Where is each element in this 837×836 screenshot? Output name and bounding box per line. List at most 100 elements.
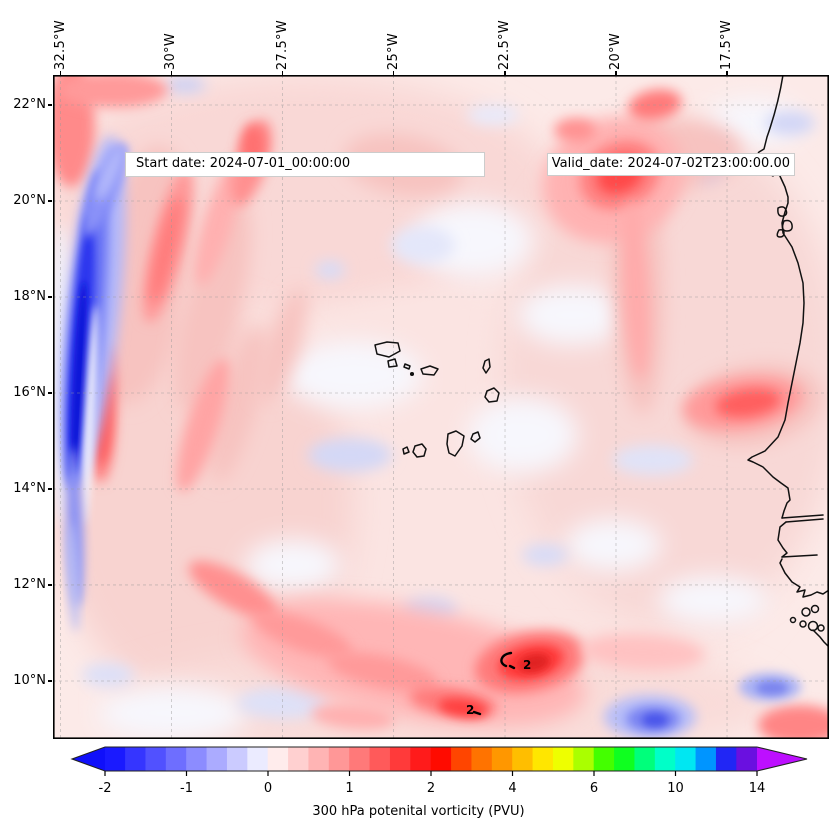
field-blob: [311, 704, 395, 730]
coastline-segment: [747, 75, 805, 519]
cape-verde-island: [387, 358, 398, 368]
colorbar-segment: [675, 747, 697, 771]
lon-tick-mark: [615, 71, 617, 75]
colorbar-tick-label: 1: [345, 781, 353, 796]
field-blob: [622, 200, 650, 380]
colorbar-tick-label: -1: [180, 781, 193, 796]
lat-tick-mark: [48, 392, 52, 394]
colorbar-tick-label: 4: [508, 781, 516, 796]
colorbar-tick-label: 14: [749, 781, 766, 796]
coastline-segment: [781, 514, 824, 523]
coastline-segment: [777, 521, 788, 558]
lat-tick-mark: [48, 584, 52, 586]
lat-tick-mark: [48, 200, 52, 202]
lat-tick-label: 14°N: [13, 481, 46, 496]
cape-verde-island: [412, 443, 427, 458]
colorbar-segment: [593, 747, 615, 771]
lon-tick-label: 32.5°W: [52, 19, 68, 70]
colorbar-segment: [145, 747, 167, 771]
colorbar-segment: [349, 747, 371, 771]
field-blob: [554, 118, 596, 142]
colorbar-segment: [125, 747, 147, 771]
bijagos-islet: [799, 620, 807, 628]
colorbar-over-arrow: [757, 747, 807, 771]
field-blob: [315, 261, 345, 279]
field-blob: [308, 438, 392, 472]
colorbar-segment: [165, 747, 187, 771]
contour-line-2: [472, 710, 482, 716]
colorbar-segment: [206, 747, 228, 771]
lat-tick-label: 18°N: [13, 288, 46, 304]
colorbar-segment: [308, 747, 330, 771]
field-blob: [245, 539, 341, 591]
valid-date-annotation: Valid_date: 2024-07-02T23:00:00.00: [546, 153, 795, 176]
field-blob: [259, 287, 307, 403]
lat-tick-label: 22°N: [13, 97, 46, 112]
field-blob: [581, 633, 705, 671]
colorbar-under-arrow: [72, 747, 105, 771]
field-blob: [518, 285, 628, 345]
colorbar-tick-label: 10: [667, 781, 684, 796]
bijagos-islet: [801, 607, 811, 617]
colorbar-tick-label: 0: [264, 781, 272, 796]
field-blob: [658, 576, 768, 624]
bijagos-islet: [789, 616, 797, 624]
colorbar-segment: [247, 747, 269, 771]
field-blob: [613, 445, 693, 475]
colorbar-segment: [573, 747, 595, 771]
arguin-islet: [781, 219, 793, 232]
pv-contour-map: 22: [53, 75, 829, 739]
colorbar: -2 -1 0 1 2 4 6 10 14: [70, 746, 808, 796]
colorbar-segment: [288, 747, 310, 771]
field-blob: [188, 560, 278, 620]
colorbar-segment: [715, 747, 737, 771]
field-blob: [328, 652, 438, 692]
pv-field-blobs: [53, 75, 829, 739]
lon-tick-label: 27.5°W: [274, 19, 290, 70]
field-blob: [468, 397, 578, 473]
lon-tick-mark: [59, 71, 62, 75]
colorbar-segment: [104, 747, 126, 771]
contour-line-2: [500, 651, 516, 670]
cape-verde-island: [470, 431, 481, 443]
colorbar-segment: [451, 747, 473, 771]
lon-tick-mark: [504, 71, 506, 75]
lat-tick-mark: [48, 296, 52, 298]
valid-date-text: Valid_date: 2024-07-02T23:00:00.00: [551, 156, 790, 171]
cape-verde-island: [482, 358, 491, 374]
lat-tick-label: 12°N: [13, 576, 46, 592]
lon-tick-label: 17.5°W: [719, 19, 735, 70]
field-blob: [522, 544, 568, 566]
field-blob: [176, 358, 230, 492]
field-blob: [253, 611, 353, 659]
colorbar-segment: [430, 747, 452, 771]
start-date-annotation: Start date: 2024-07-01_00:00:00: [125, 152, 485, 177]
lon-tick-mark: [726, 71, 728, 75]
colorbar-segment: [186, 747, 208, 771]
cape-verde-island: [374, 341, 401, 358]
coastline: [374, 75, 829, 648]
field-blob: [67, 522, 79, 632]
cape-verde-island: [484, 387, 500, 403]
colorbar-segment: [654, 747, 676, 771]
lon-tick-label: 20°W: [607, 32, 623, 70]
field-blob: [503, 125, 829, 625]
colorbar-segment: [267, 747, 289, 771]
colorbar-segment: [552, 747, 574, 771]
field-blob: [150, 196, 182, 304]
field-blob: [164, 77, 206, 93]
colorbar-segment: [369, 747, 391, 771]
gridlines: [53, 75, 829, 739]
island-dot: [409, 371, 415, 377]
field-blob: [82, 663, 134, 687]
start-date-text: Start date: 2024-07-01_00:00:00: [136, 156, 351, 171]
colorbar-segment: [634, 747, 656, 771]
field-blob: [391, 226, 455, 264]
lon-tick-label: 22.5°W: [497, 19, 513, 70]
coastline-segment: [812, 629, 829, 648]
plot-border: [53, 75, 829, 739]
colorbar-segment: [614, 747, 636, 771]
field-blob: [467, 105, 519, 125]
colorbar-tick-label: 6: [590, 781, 598, 796]
colorbar-segment: [512, 747, 534, 771]
